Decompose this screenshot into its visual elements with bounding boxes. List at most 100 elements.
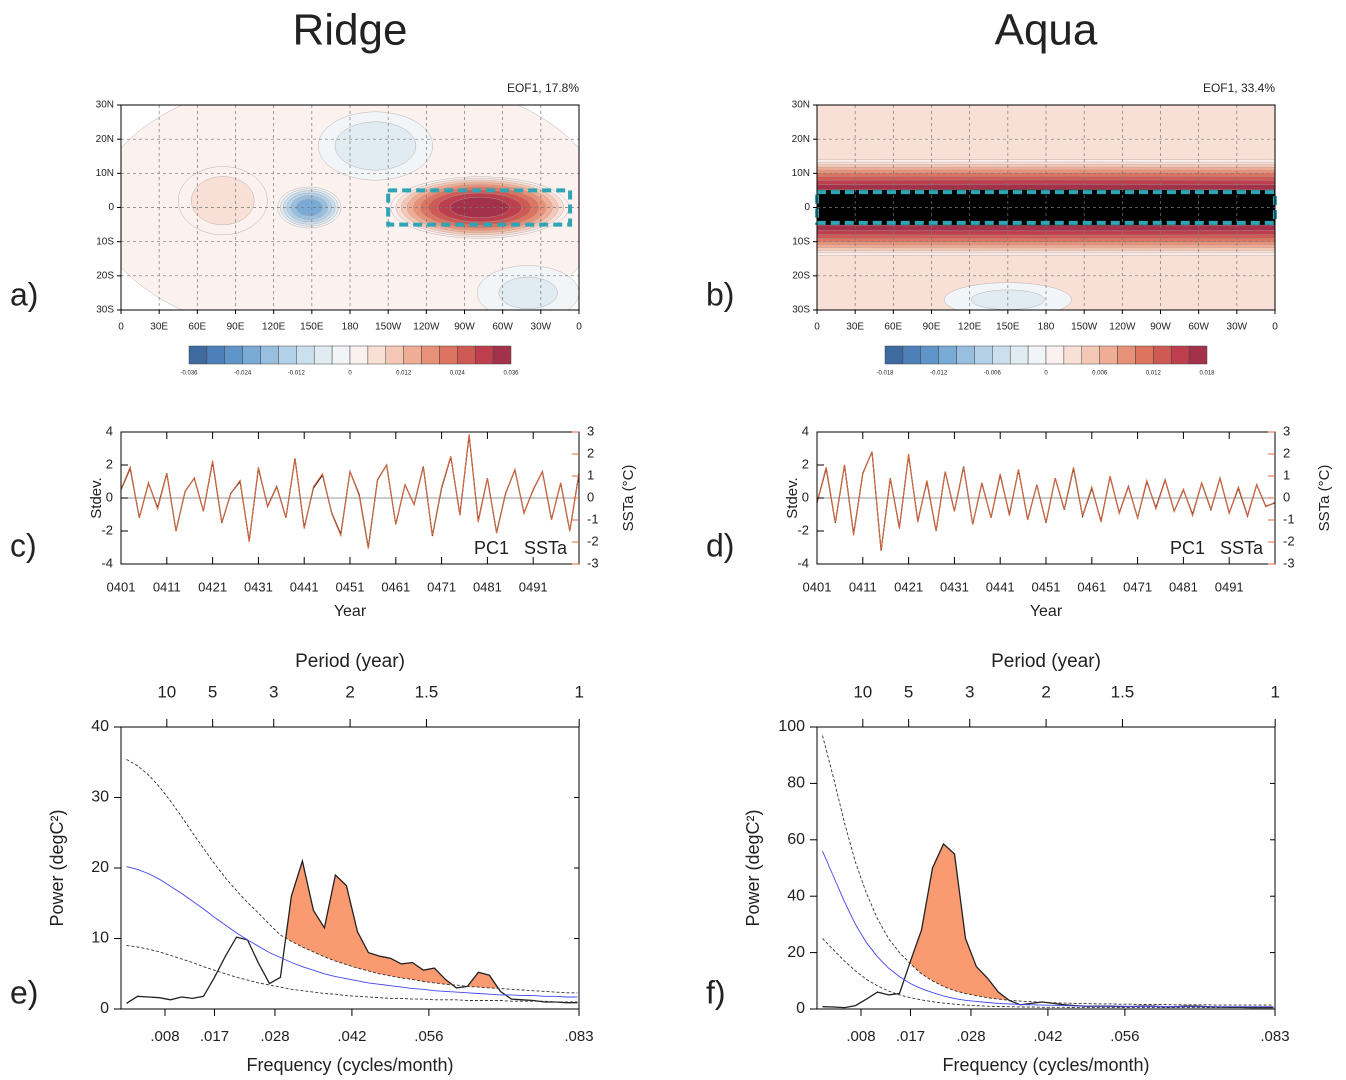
- y2-tick-label: 2: [1283, 445, 1290, 460]
- y2-tick-label: -3: [587, 555, 599, 570]
- colorbar-label: -0.036: [180, 371, 198, 377]
- colorbar-box: [474, 345, 494, 365]
- x-tick-label: 150E: [300, 322, 324, 333]
- y2-tick-label: 1: [587, 467, 594, 482]
- x-tick-label: .056: [414, 1028, 443, 1045]
- colorbar-box: [313, 345, 333, 365]
- y-tick-label: -2: [797, 522, 809, 537]
- y-tick-label: 20S: [792, 270, 810, 281]
- panel-label: d): [706, 527, 734, 563]
- x2-tick-label: 1: [1270, 682, 1279, 701]
- x2-tick-label: 3: [965, 682, 974, 701]
- x-tick-label: 0: [576, 322, 582, 333]
- y2-tick-label: 0: [587, 489, 594, 504]
- y-tick-label: -2: [101, 522, 113, 537]
- y2-axis-label: SSTa (°C): [620, 465, 637, 532]
- y-axis-label: Power (degC²): [47, 809, 67, 926]
- x2-tick-label: 10: [853, 682, 872, 701]
- x-tick-label: 0471: [427, 579, 456, 594]
- colorbar-label: 0.024: [450, 371, 466, 377]
- region-box: [386, 188, 573, 227]
- colorbar-box: [188, 345, 208, 365]
- panel-label: c): [10, 527, 37, 563]
- colorbar-box: [938, 345, 957, 365]
- colorbar-box: [1188, 345, 1208, 365]
- spectrum-line: [126, 858, 578, 1004]
- y-tick-label: 10S: [792, 236, 810, 247]
- y2-tick-label: 1: [1283, 467, 1290, 482]
- spectrum-line: [822, 842, 1274, 1009]
- x-tick-label: 60W: [1188, 322, 1209, 333]
- x-tick-label: .028: [260, 1028, 289, 1045]
- x-tick-label: .017: [200, 1028, 229, 1045]
- plot-frame: [816, 726, 1276, 1010]
- x-tick-label: 0471: [1123, 579, 1152, 594]
- colorbar-label: 0.006: [1092, 371, 1108, 377]
- legend-entry: SSTa: [1220, 538, 1264, 558]
- x-tick-label: 0: [118, 322, 124, 333]
- x-tick-label: 60E: [188, 322, 206, 333]
- colorbar-label: -0.018: [876, 371, 894, 377]
- map-frame: [120, 104, 580, 311]
- x-tick-label: 30E: [150, 322, 168, 333]
- x-tick-label: 0421: [198, 579, 227, 594]
- panel-title: Ridge: [293, 6, 408, 55]
- x-tick-label: 90W: [454, 322, 475, 333]
- y-tick-label: 0: [802, 489, 809, 504]
- x-tick-label: 0411: [849, 579, 877, 594]
- panel-title: Aqua: [995, 6, 1098, 55]
- colorbar-box: [206, 345, 226, 365]
- x-tick-label: 120E: [262, 322, 286, 333]
- x-tick-label: 150W: [1071, 322, 1098, 333]
- spectrum-line: [126, 866, 578, 998]
- map-frame: [816, 104, 1276, 311]
- x-tick-label: 0441: [986, 579, 1015, 594]
- y-tick-label: -4: [101, 555, 113, 570]
- region-box: [815, 190, 1277, 225]
- x2-tick-label: 5: [904, 682, 913, 701]
- x-tick-label: 0421: [894, 579, 923, 594]
- x-tick-label: 0481: [1169, 579, 1198, 594]
- x-tick-label: 60W: [492, 322, 513, 333]
- confidence-line: [822, 938, 1274, 1009]
- y-axis-label: Power (degC²): [743, 809, 763, 926]
- x-tick-label: .083: [1260, 1028, 1289, 1045]
- colorbar-box: [1045, 345, 1065, 365]
- y2-tick-label: 0: [1283, 489, 1290, 504]
- annotation: EOF1, 17.8%: [507, 81, 579, 95]
- y-tick-label: 0: [100, 1000, 109, 1017]
- colorbar-label: 0.036: [503, 371, 519, 377]
- y-tick-label: -4: [797, 555, 809, 570]
- y2-tick-label: 2: [587, 445, 594, 460]
- colorbar-label: -0.012: [288, 371, 306, 377]
- colorbar-box: [331, 345, 351, 365]
- y-tick-label: 20N: [792, 134, 810, 145]
- x-tick-label: 120W: [413, 322, 440, 333]
- x2-tick-label: 1.5: [1111, 682, 1135, 701]
- y2-tick-label: -3: [1283, 555, 1295, 570]
- colorbar-box: [1009, 345, 1029, 365]
- y-tick-label: 2: [802, 456, 809, 471]
- x-tick-label: 180: [1038, 322, 1055, 333]
- y-tick-label: 0: [804, 202, 810, 213]
- colorbar-box: [457, 345, 476, 365]
- x-tick-label: .083: [564, 1028, 593, 1045]
- colorbar-box: [1135, 345, 1154, 365]
- y2-tick-label: 3: [587, 423, 594, 438]
- colorbar-box: [1027, 345, 1047, 365]
- y-tick-label: 10N: [792, 168, 810, 179]
- contour-region: [449, 197, 510, 218]
- colorbar-box: [403, 345, 422, 365]
- colorbar-box: [884, 345, 904, 365]
- y-tick-label: 0: [108, 202, 114, 213]
- x-tick-label: .008: [150, 1028, 179, 1045]
- legend-entry: PC1: [474, 538, 509, 558]
- x-tick-label: 0431: [244, 579, 273, 594]
- y-tick-label: 20N: [96, 134, 114, 145]
- x-tick-label: 120W: [1109, 322, 1136, 333]
- x-tick-label: 0481: [473, 579, 502, 594]
- x-tick-label: 30E: [846, 322, 864, 333]
- colorbar-label: -0.012: [930, 371, 948, 377]
- contour-region: [191, 176, 255, 226]
